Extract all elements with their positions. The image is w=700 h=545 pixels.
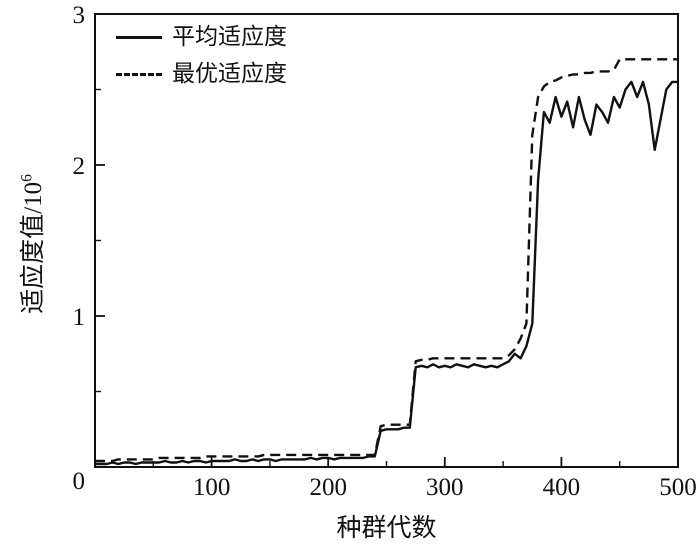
svg-text:1: 1 xyxy=(73,304,86,331)
svg-text:100: 100 xyxy=(193,474,231,501)
legend-label-best-fitness: 最优适应度 xyxy=(172,61,287,86)
svg-text:200: 200 xyxy=(309,474,347,501)
svg-text:0: 0 xyxy=(73,468,86,495)
legend: 平均适应度 最优适应度 xyxy=(116,22,287,89)
y-axis-title-exponent: 6 xyxy=(18,174,36,182)
svg-text:3: 3 xyxy=(73,2,86,29)
solid-line-sample xyxy=(116,35,162,39)
dashed-line-sample xyxy=(116,72,162,76)
svg-text:500: 500 xyxy=(659,474,697,501)
legend-label-average-fitness: 平均适应度 xyxy=(172,24,287,49)
y-axis-title: 适应度值/106 xyxy=(13,113,47,375)
svg-text:400: 400 xyxy=(543,474,581,501)
y-axis-title-base: 适应度值/10 xyxy=(20,181,47,314)
x-axis-title: 种群代数 xyxy=(336,515,437,542)
svg-text:300: 300 xyxy=(426,474,464,501)
svg-text:2: 2 xyxy=(73,153,86,180)
legend-item-average-fitness: 平均适应度 xyxy=(116,22,287,52)
legend-item-best-fitness: 最优适应度 xyxy=(116,59,287,89)
